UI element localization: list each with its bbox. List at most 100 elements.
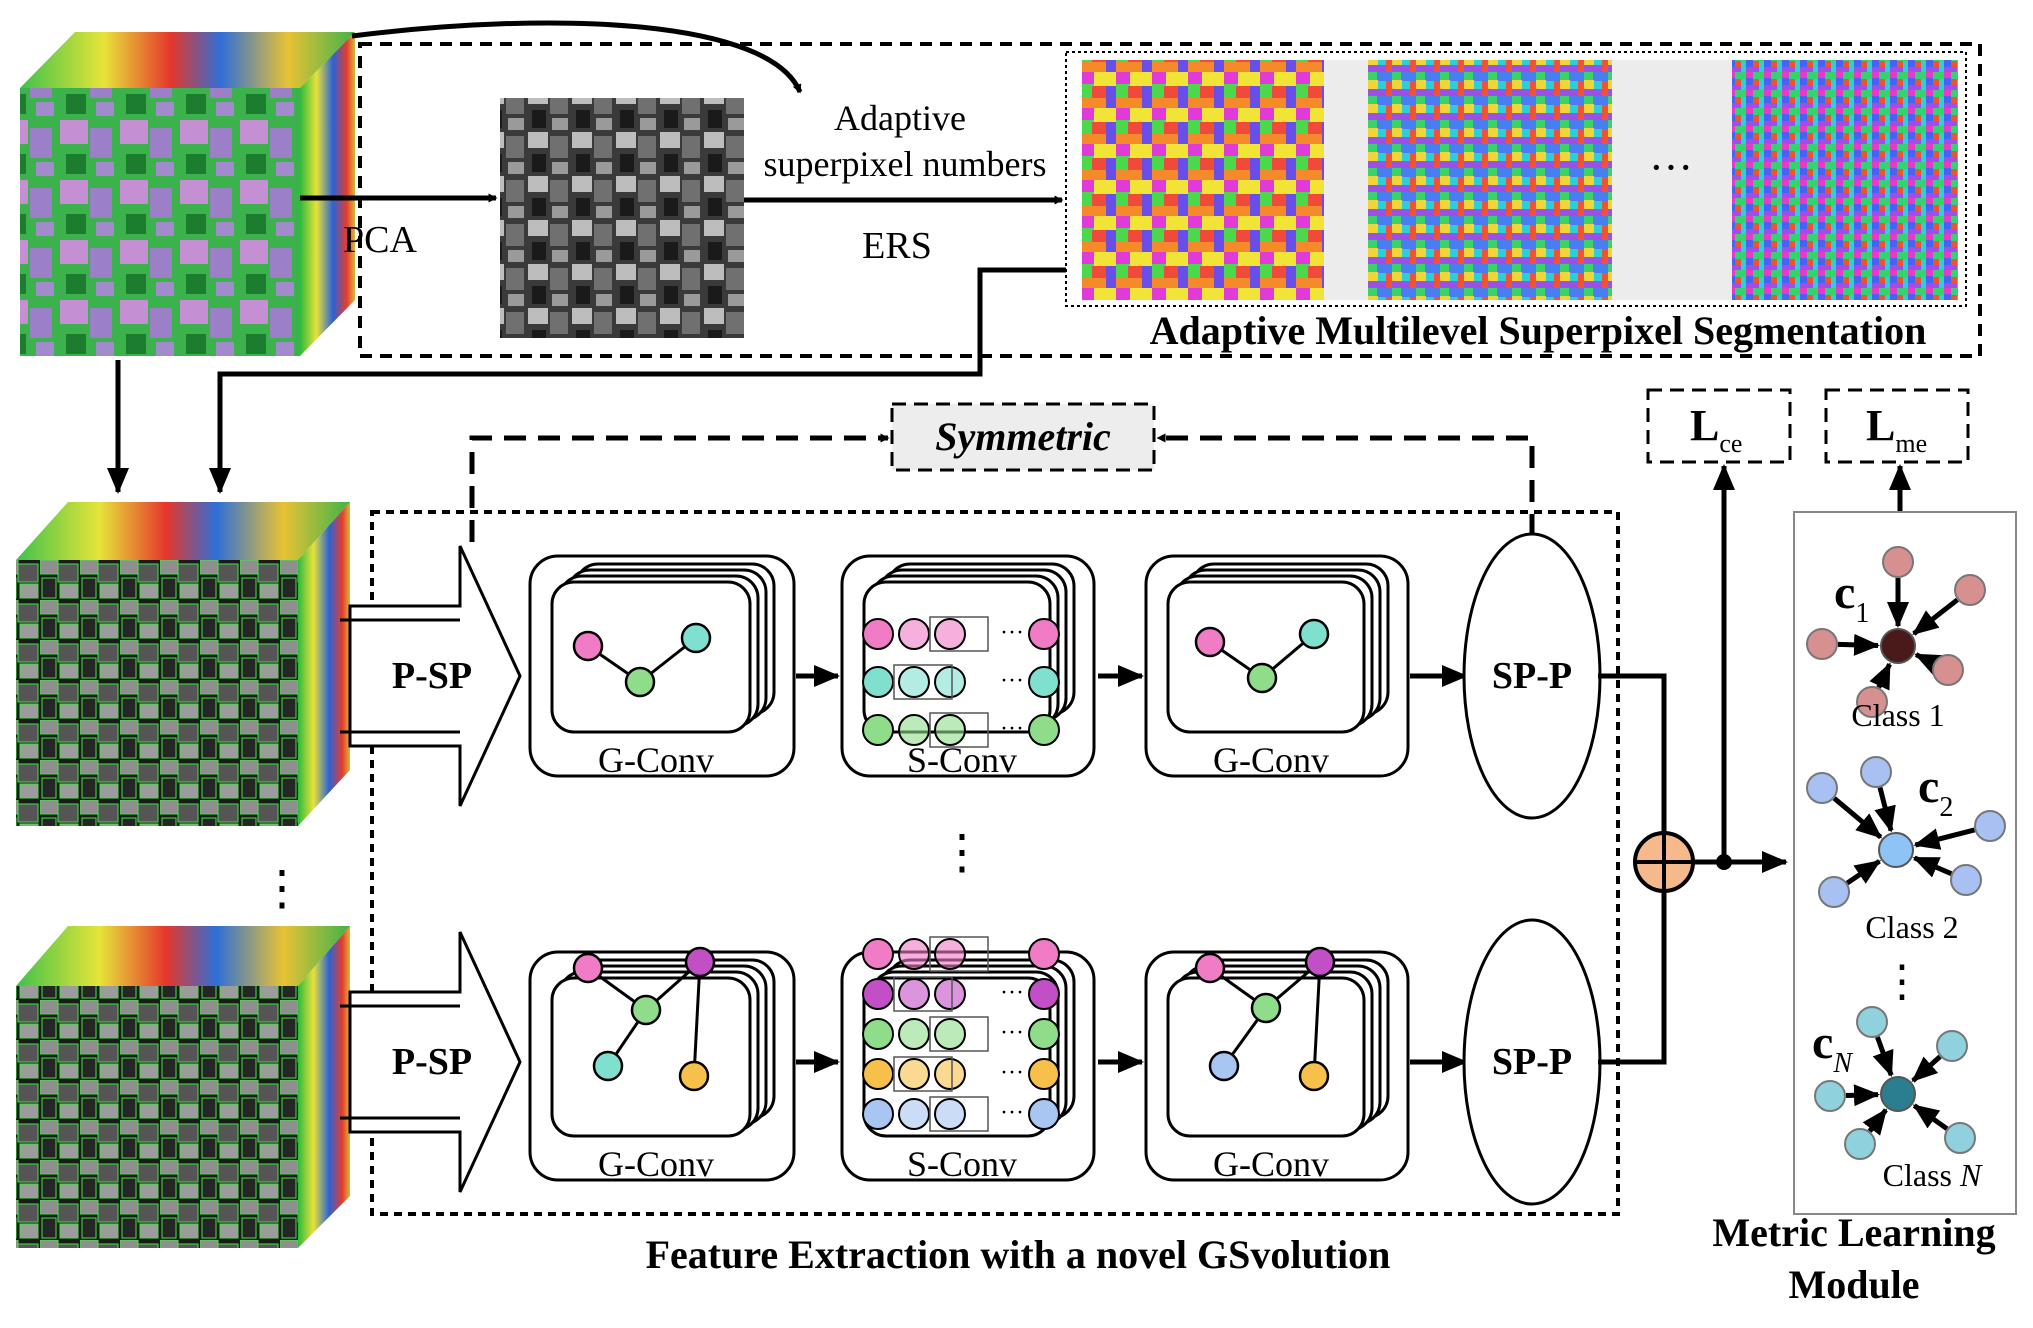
s-conv-row-ellipsis: ··· bbox=[1000, 1060, 1024, 1086]
sp-p-label: SP-P bbox=[1492, 1041, 1572, 1083]
s-conv-row-ellipsis: ··· bbox=[1000, 980, 1024, 1006]
s-conv-node bbox=[934, 978, 966, 1010]
segmentation-to-cube-connector bbox=[209, 267, 1066, 494]
s-conv-node bbox=[898, 1098, 930, 1130]
p-sp-label: P-SP bbox=[392, 655, 472, 697]
s-conv-node bbox=[934, 666, 966, 698]
s-conv-kernel-window bbox=[893, 664, 953, 700]
s-conv-node bbox=[934, 938, 966, 970]
s-conv-card-front bbox=[862, 976, 1052, 1138]
g-conv-2-card-front bbox=[1166, 976, 1366, 1138]
s-conv-kernel-window bbox=[893, 1056, 953, 1092]
g-conv-2-graph-node bbox=[1250, 992, 1282, 1024]
p-sp-arrow bbox=[348, 545, 522, 807]
segmentation-inner-frame bbox=[1065, 51, 1967, 307]
segmentation-map-gap-1 bbox=[1324, 60, 1368, 300]
class2-sample-node bbox=[1860, 756, 1892, 788]
class2-center-node bbox=[1878, 832, 1914, 868]
s-conv-node bbox=[1028, 666, 1060, 698]
superpixel-cube-n bbox=[16, 926, 350, 1248]
s-conv-row-ellipsis: ··· bbox=[1000, 668, 1024, 694]
g-conv-1-graph-node bbox=[592, 1050, 624, 1082]
metric-module-title-line2: Module bbox=[1788, 1262, 1919, 1307]
s-conv-row-ellipsis: ··· bbox=[1000, 940, 1024, 966]
g-conv-2-graph-node bbox=[1298, 1060, 1330, 1092]
s-conv-kernel-window bbox=[929, 712, 989, 748]
symmetric-label: Symmetric bbox=[935, 414, 1111, 459]
class2-pull-arrow bbox=[1913, 827, 1976, 850]
classN-sample-node bbox=[1936, 1030, 1968, 1062]
class1-sample-node bbox=[1806, 628, 1838, 660]
classN-sample-node bbox=[1856, 1006, 1888, 1038]
s-conv-node bbox=[1028, 714, 1060, 746]
class2-center-label: c2 bbox=[1918, 760, 1953, 823]
class2-pull-arrow bbox=[1832, 796, 1883, 840]
g-conv-2-label: G-Conv bbox=[1213, 1144, 1329, 1184]
g-conv-2-graph-node bbox=[1194, 952, 1226, 984]
s-conv-node bbox=[934, 618, 966, 650]
class1-pull-arrow bbox=[1837, 633, 1881, 656]
s-conv-kernel-window bbox=[929, 1016, 989, 1052]
branch-vertical-ellipsis: ⋮ bbox=[938, 826, 986, 879]
class2-pull-arrow bbox=[1912, 855, 1953, 878]
s-conv-node bbox=[862, 1058, 894, 1090]
g-conv-1-card-front bbox=[550, 580, 752, 734]
s-conv-node bbox=[862, 618, 894, 650]
s-conv-node bbox=[862, 938, 894, 970]
s-conv-node bbox=[862, 978, 894, 1010]
s-conv-node bbox=[934, 1058, 966, 1090]
s-conv-card-front bbox=[862, 580, 1052, 734]
s-conv-kernel-window bbox=[929, 616, 989, 652]
p-sp-arrow bbox=[348, 931, 522, 1193]
s-conv-label: S-Conv bbox=[907, 740, 1017, 780]
feature-caption: Feature Extraction with a novel GSvoluti… bbox=[646, 1232, 1391, 1277]
s-conv-kernel-window bbox=[929, 936, 989, 972]
s-conv-node bbox=[862, 1098, 894, 1130]
g-conv-1-graph-node bbox=[684, 946, 716, 978]
s-conv-node bbox=[934, 714, 966, 746]
s-conv-node bbox=[898, 618, 930, 650]
pca-image bbox=[500, 98, 744, 338]
superpixel-cube-1 bbox=[16, 502, 350, 826]
class2-sample-node bbox=[1974, 810, 2006, 842]
s-conv-node bbox=[1028, 1058, 1060, 1090]
p-sp-label: P-SP bbox=[392, 1041, 472, 1083]
class1-sample-node bbox=[1932, 654, 1964, 686]
class2-pull-arrow bbox=[1845, 859, 1882, 886]
classN-pull-arrow bbox=[1911, 1054, 1942, 1083]
g-conv-2-graph-node bbox=[1298, 618, 1330, 650]
g-conv-1-label: G-Conv bbox=[598, 1144, 714, 1184]
s-conv-label: S-Conv bbox=[907, 1144, 1017, 1184]
class2-sample-node bbox=[1818, 876, 1850, 908]
s-conv-node bbox=[898, 714, 930, 746]
loss-me-label: Lme bbox=[1866, 401, 1927, 458]
s-conv-node bbox=[934, 1098, 966, 1130]
class1-sample-node bbox=[1954, 574, 1986, 606]
s-conv-node bbox=[898, 666, 930, 698]
loss-me-box bbox=[1824, 388, 1970, 464]
class1-pull-arrow bbox=[1914, 652, 1943, 675]
segmentation-title: Adaptive Multilevel Superpixel Segmentat… bbox=[1150, 308, 1927, 353]
g-conv-1-graph-node bbox=[678, 1060, 710, 1092]
pca-label: PCA bbox=[343, 219, 417, 261]
ers-label: ERS bbox=[862, 225, 932, 267]
hsi-input-cube bbox=[20, 32, 355, 356]
class2-pull-arrow bbox=[1874, 786, 1896, 833]
classN-sample-node bbox=[1844, 1128, 1876, 1160]
branch-1: P-SP G-Conv S-Conv G-Conv ··· ··· ··· SP-P bbox=[340, 532, 1602, 820]
g-conv-2-graph-node bbox=[1246, 662, 1278, 694]
adaptive-label-line2: superpixel numbers bbox=[764, 144, 1047, 184]
g-conv-1-graph-node bbox=[680, 622, 712, 654]
classN-pull-arrow bbox=[1862, 1108, 1888, 1136]
loss-ce-box bbox=[1646, 388, 1792, 464]
classN-pull-arrow bbox=[1872, 1036, 1894, 1078]
s-conv-node bbox=[898, 978, 930, 1010]
s-conv-node bbox=[1028, 1098, 1060, 1130]
g-conv-1-graph-edge bbox=[692, 961, 702, 1077]
g-conv-1-graph-node bbox=[630, 994, 662, 1026]
segmentation-map-1 bbox=[1082, 60, 1324, 300]
adaptive-arrow bbox=[351, 20, 803, 94]
g-conv-2-graph-edge bbox=[1312, 961, 1322, 1077]
branch-2-output-line bbox=[1598, 888, 1667, 1065]
